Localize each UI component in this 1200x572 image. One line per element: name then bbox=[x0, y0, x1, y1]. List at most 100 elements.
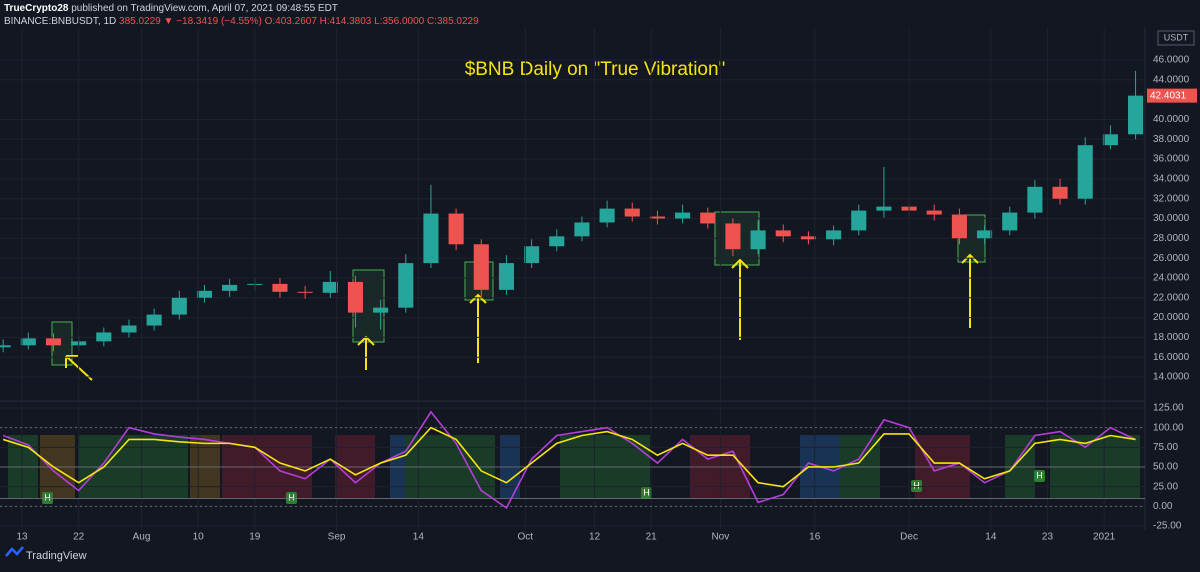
y-tick-label: 26.0000 bbox=[1153, 253, 1190, 264]
candle-body bbox=[851, 210, 867, 231]
y-tick-label: 14.0000 bbox=[1153, 372, 1190, 383]
signal-box bbox=[911, 480, 922, 492]
x-tick-label: 14 bbox=[985, 532, 997, 543]
signal-box bbox=[641, 487, 652, 499]
candle-body bbox=[297, 291, 313, 293]
x-tick-label: 21 bbox=[646, 532, 658, 543]
signal-label: H bbox=[643, 487, 650, 497]
x-tick-label: 23 bbox=[1042, 532, 1054, 543]
candle-body bbox=[272, 283, 288, 292]
candle-body bbox=[423, 213, 439, 264]
candle-body bbox=[1002, 212, 1018, 231]
y-tick-label: 28.0000 bbox=[1153, 233, 1190, 244]
signal-box bbox=[1034, 470, 1045, 482]
y-tick-label: 22.0000 bbox=[1153, 292, 1190, 303]
arrow bbox=[961, 253, 979, 328]
y-tick-label: 40.0000 bbox=[1153, 114, 1190, 125]
candle-body bbox=[121, 325, 137, 333]
y-tick-label: 34.0000 bbox=[1153, 174, 1190, 185]
currency: USDT bbox=[1164, 32, 1189, 42]
y-tick-label: 24.0000 bbox=[1153, 273, 1190, 284]
arrow bbox=[731, 258, 749, 340]
last-price-label: 42.4031 bbox=[1150, 90, 1187, 101]
candle-body bbox=[398, 263, 414, 308]
y-tick-label: 32.0000 bbox=[1153, 193, 1190, 204]
candle-body bbox=[549, 236, 565, 247]
x-tick-label: 10 bbox=[193, 532, 205, 543]
candle-body bbox=[624, 208, 640, 217]
symbol: BINANCE:BNBUSDT, 1D bbox=[4, 16, 117, 27]
x-tick-label: 13 bbox=[16, 532, 28, 543]
change: 385.0229 ▼ −18.3419 (−4.55%) bbox=[119, 16, 262, 27]
x-tick-label: 19 bbox=[249, 532, 261, 543]
ohlc: O:403.2607 H:414.3803 L:356.0000 C:385.0… bbox=[264, 16, 479, 27]
candle-body bbox=[347, 281, 364, 313]
author: TrueCrypto28 bbox=[4, 3, 69, 14]
candle-body bbox=[977, 230, 993, 239]
y-tick-label: 30.0000 bbox=[1153, 213, 1190, 224]
x-tick-label: Sep bbox=[328, 532, 346, 543]
signal-label: H bbox=[913, 480, 920, 490]
x-tick-label: Aug bbox=[133, 532, 151, 543]
candle-body bbox=[498, 263, 514, 290]
candle-body bbox=[951, 214, 967, 239]
y-tick-label: 18.0000 bbox=[1153, 332, 1190, 343]
candle-body bbox=[171, 297, 187, 315]
y-tick-label: 38.0000 bbox=[1153, 134, 1190, 145]
y-tick-label: 75.00 bbox=[1153, 442, 1178, 453]
y-tick-label: 25.00 bbox=[1153, 481, 1178, 492]
candle-body bbox=[448, 213, 464, 245]
x-tick-label: Dec bbox=[900, 532, 918, 543]
y-tick-label: 0.00 bbox=[1153, 501, 1173, 512]
candle-body bbox=[524, 246, 540, 264]
y-tick-label: 100.00 bbox=[1153, 422, 1184, 433]
candle-body bbox=[473, 244, 489, 290]
candle-body bbox=[322, 281, 338, 293]
currency-box bbox=[1157, 30, 1195, 46]
candle-body bbox=[649, 216, 665, 219]
x-tick-label: 2021 bbox=[1093, 532, 1116, 543]
candle-body bbox=[196, 290, 213, 298]
last-price-box bbox=[1147, 88, 1197, 103]
candle-body bbox=[222, 284, 238, 291]
candle-body bbox=[0, 345, 11, 348]
y-tick-label: 44.0000 bbox=[1153, 74, 1190, 85]
candle-body bbox=[20, 338, 36, 346]
brand-logo bbox=[5, 546, 24, 557]
x-tick-label: 22 bbox=[73, 532, 85, 543]
y-tick-label: 20.0000 bbox=[1153, 312, 1190, 323]
candle-body bbox=[876, 206, 892, 211]
signal-label: H bbox=[1036, 470, 1043, 480]
y-tick-label: 50.00 bbox=[1153, 462, 1178, 473]
x-tick-label: Oct bbox=[518, 532, 534, 543]
x-tick-label: 16 bbox=[809, 532, 821, 543]
candle-body bbox=[45, 338, 62, 346]
y-tick-label: -25.00 bbox=[1153, 521, 1182, 532]
candle-body bbox=[725, 223, 741, 250]
y-tick-label: 16.0000 bbox=[1153, 352, 1190, 363]
x-tick-label: Nov bbox=[711, 532, 729, 543]
candle-body bbox=[1027, 186, 1043, 213]
candle-body bbox=[926, 210, 942, 215]
candle-body bbox=[574, 222, 590, 237]
arrow bbox=[357, 335, 375, 370]
candle-body bbox=[800, 236, 816, 240]
signal-label: H bbox=[44, 492, 51, 502]
header-line-1: TrueCrypto28 published on TradingView.co… bbox=[4, 2, 479, 15]
arrow bbox=[469, 293, 487, 363]
brand: TradingView bbox=[26, 550, 87, 562]
candle-body bbox=[1102, 134, 1118, 146]
candle-body bbox=[373, 307, 389, 313]
signal-label: H bbox=[288, 492, 295, 502]
highlight-boxes bbox=[51, 211, 986, 366]
y-tick-label: 125.00 bbox=[1153, 403, 1184, 414]
oscillator-line bbox=[2, 426, 1136, 488]
oscillator-line bbox=[2, 410, 1136, 510]
published: published on TradingView.com, April 07, … bbox=[71, 3, 338, 14]
candle-body bbox=[700, 212, 716, 224]
candle-body bbox=[775, 230, 791, 237]
candle-body bbox=[675, 212, 691, 219]
candle-body bbox=[96, 332, 112, 342]
